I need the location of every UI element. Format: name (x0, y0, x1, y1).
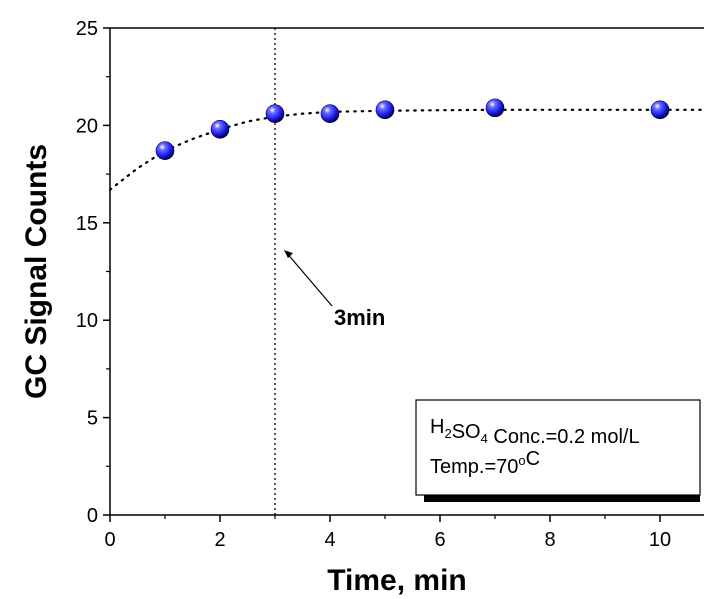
legend-text-run: SO (452, 421, 481, 443)
legend-box (415, 399, 701, 496)
annotation-arrowhead (284, 250, 293, 259)
legend-shadow (424, 495, 700, 502)
legend-text-run: Conc.=0.2 mol/L (488, 426, 640, 448)
axes: 0 2 4 6 8 10 0 5 10 15 20 25 (76, 18, 704, 551)
legend-line: Temp.=70oC (430, 448, 540, 478)
x-tick-label: 2 (214, 529, 225, 551)
data-point (650, 100, 670, 120)
x-tick-label: 8 (544, 529, 555, 551)
legend-subscript: 2 (444, 426, 451, 441)
legend-text-run: Temp.=70 (430, 456, 518, 478)
legend-superscript: o (518, 453, 525, 468)
data-marks (108, 28, 704, 515)
x-axis-title: Time, min (327, 564, 466, 597)
legend-text-run: H (430, 416, 444, 438)
data-point (320, 104, 340, 124)
legend-line: H2SO4 Conc.=0.2 mol/L (430, 416, 640, 448)
y-tick-label: 15 (76, 213, 98, 235)
data-point (155, 141, 175, 161)
y-tick-label: 0 (87, 505, 98, 527)
y-tick-label: 10 (76, 310, 98, 332)
annotation-arrow (285, 251, 333, 307)
x-tick-label: 10 (649, 529, 671, 551)
legend-text-run: C (526, 448, 540, 470)
x-tick-label: 4 (324, 529, 335, 551)
legend-subscript: 4 (481, 431, 488, 446)
y-axis-title: GC Signal Counts (20, 144, 53, 399)
annotation-label: 3min (334, 305, 385, 330)
y-tick-label: 5 (87, 408, 98, 430)
data-point (375, 100, 395, 120)
data-point (210, 119, 230, 139)
y-tick-label: 20 (76, 115, 98, 137)
data-point (485, 98, 505, 118)
x-tick-label: 0 (104, 529, 115, 551)
fit-curve (108, 108, 704, 191)
y-tick-label: 25 (76, 18, 98, 40)
data-point (265, 104, 285, 124)
x-tick-label: 6 (434, 529, 445, 551)
